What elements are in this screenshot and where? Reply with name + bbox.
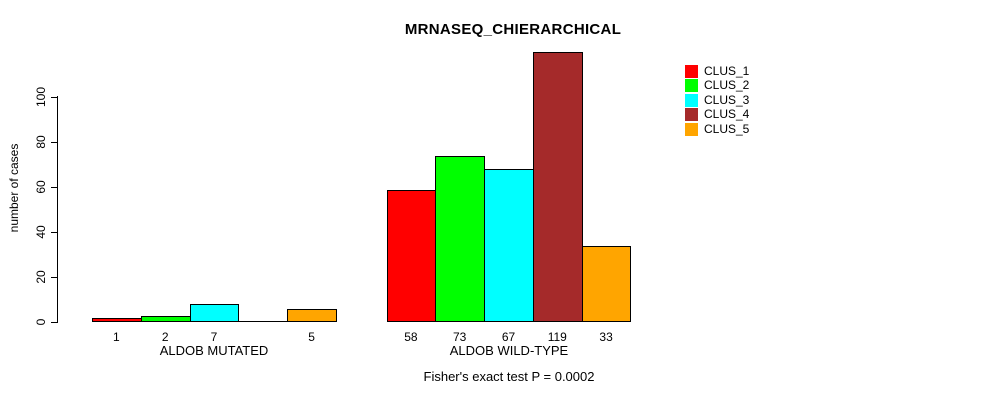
bar-value-label-clus_5-group2: 33 (599, 330, 613, 344)
legend-label-clus_2: CLUS_2 (704, 78, 750, 93)
bar-clus_2-group1 (140, 315, 191, 322)
y-axis-line (57, 96, 58, 322)
y-tick-label-100: 100 (34, 86, 48, 108)
y-tick-mark-0 (51, 321, 58, 323)
y-tick-mark-60 (51, 186, 58, 188)
legend-label-clus_1: CLUS_1 (704, 64, 750, 78)
y-tick-mark-20 (51, 276, 58, 278)
bar-clus_1-group2 (386, 189, 437, 322)
legend-swatch-clus_5 (685, 122, 698, 136)
bar-value-label-clus_2-group1: 2 (161, 330, 169, 344)
y-tick-mark-40 (51, 231, 58, 233)
legend-label-clus_4: CLUS_4 (704, 107, 750, 122)
x-group-label-aldob-wild-type: ALDOB WILD-TYPE (449, 343, 569, 358)
bar-value-label-clus_3-group1: 7 (210, 330, 218, 344)
bar-clus_5-group2 (581, 245, 632, 322)
y-tick-label-40: 40 (34, 225, 48, 239)
bar-value-label-clus_5-group1: 5 (308, 330, 315, 344)
y-tick-label-20: 20 (34, 270, 48, 284)
y-tick-mark-80 (51, 141, 58, 143)
footnote-fishers-test: Fisher's exact test P = 0.0002 (423, 369, 595, 384)
bar-value-label-clus_3-group2: 67 (501, 330, 516, 344)
bar-clus_2-group2 (435, 155, 486, 322)
bar-clus_3-group1 (189, 304, 240, 322)
legend-label-clus_3: CLUS_3 (704, 92, 750, 107)
x-group-label-aldob-mutated: ALDOB MUTATED (159, 343, 269, 358)
y-axis-title: number of cases (7, 143, 21, 233)
bar-value-label-clus_1-group2: 58 (404, 330, 418, 344)
y-tick-mark-100 (51, 96, 58, 98)
legend-swatch-clus_3 (685, 93, 698, 107)
y-tick-label-80: 80 (34, 135, 48, 149)
bar-clus_3-group2 (484, 169, 534, 322)
bar-clus_4-group1-zero (238, 321, 289, 322)
bar-value-label-clus_2-group2: 73 (453, 330, 467, 344)
legend-swatch-clus_4 (685, 108, 698, 122)
y-tick-label-0: 0 (34, 318, 48, 326)
bar-value-label-clus_1-group1: 1 (113, 330, 120, 344)
legend-swatch-clus_1 (685, 65, 698, 78)
bar-clus_4-group2 (532, 52, 583, 322)
chart-title: MRNASEQ_CHIERARCHICAL (404, 21, 622, 38)
bar-clus_1-group1 (92, 317, 142, 322)
y-tick-label-60: 60 (34, 180, 48, 194)
legend-swatch-clus_2 (685, 79, 698, 93)
bar-value-label-clus_4-group2: 119 (547, 330, 567, 344)
legend-label-clus_5: CLUS_5 (704, 121, 750, 136)
bar-clus_5-group1 (287, 308, 337, 322)
